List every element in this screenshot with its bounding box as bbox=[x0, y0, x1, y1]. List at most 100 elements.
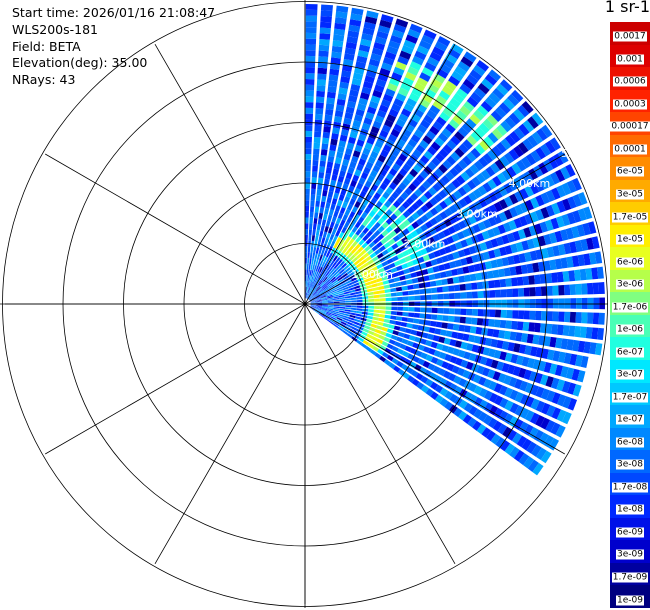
range-gate bbox=[318, 236, 323, 243]
range-gate bbox=[350, 297, 357, 301]
range-gate bbox=[400, 82, 412, 92]
range-gate bbox=[398, 113, 409, 123]
range-gate bbox=[494, 159, 505, 171]
range-gate bbox=[546, 285, 553, 296]
range-gate bbox=[581, 283, 588, 295]
range-gate bbox=[406, 323, 413, 329]
range-gate bbox=[434, 204, 443, 213]
range-gate bbox=[563, 242, 572, 255]
range-gate bbox=[417, 325, 425, 331]
range-gate bbox=[328, 150, 336, 157]
range-gate bbox=[530, 398, 540, 410]
range-gate bbox=[374, 115, 385, 124]
range-gate bbox=[503, 152, 515, 164]
range-gate bbox=[346, 269, 353, 275]
range-gate bbox=[315, 285, 320, 291]
range-gate bbox=[314, 293, 320, 298]
range-gate bbox=[561, 411, 572, 425]
range-gate bbox=[417, 124, 428, 134]
range-gate bbox=[529, 310, 536, 320]
range-gate bbox=[425, 294, 432, 300]
range-gate bbox=[311, 183, 317, 190]
range-gate bbox=[476, 423, 487, 435]
range-gate bbox=[342, 240, 348, 248]
range-gate bbox=[386, 258, 394, 265]
range-gate bbox=[371, 245, 379, 252]
range-gate bbox=[585, 326, 593, 339]
range-gate bbox=[348, 271, 355, 277]
range-gate bbox=[308, 234, 312, 241]
range-gate bbox=[524, 299, 530, 308]
range-gate bbox=[583, 206, 593, 220]
range-gate bbox=[453, 163, 464, 174]
range-gate bbox=[324, 172, 331, 180]
range-gate bbox=[391, 29, 405, 39]
range-gate bbox=[343, 327, 350, 333]
range-gate bbox=[343, 275, 350, 280]
range-gate bbox=[516, 435, 527, 448]
range-gate bbox=[419, 72, 431, 82]
range-gate bbox=[483, 390, 493, 401]
range-gate bbox=[331, 289, 337, 293]
range-gate bbox=[382, 322, 390, 328]
range-gate bbox=[402, 177, 411, 187]
range-gate bbox=[465, 283, 472, 291]
range-gate bbox=[458, 143, 469, 154]
range-gate bbox=[471, 282, 478, 290]
range-gate bbox=[316, 253, 321, 260]
range-gate bbox=[524, 185, 534, 197]
range-gate bbox=[503, 267, 511, 277]
range-gate bbox=[526, 441, 537, 454]
range-gate bbox=[420, 248, 428, 256]
range-gate bbox=[361, 242, 368, 249]
range-gate bbox=[356, 182, 364, 190]
range-gate bbox=[538, 360, 547, 372]
range-gate bbox=[388, 238, 396, 246]
range-gate bbox=[317, 218, 322, 225]
range-gate bbox=[305, 217, 309, 224]
range-gate bbox=[448, 204, 458, 214]
colorbar-step: 3e-09 bbox=[610, 540, 650, 563]
range-gate bbox=[398, 214, 407, 222]
range-gate bbox=[508, 376, 518, 388]
range-gate bbox=[476, 60, 490, 72]
range-gate bbox=[350, 312, 357, 316]
range-gate bbox=[563, 352, 572, 365]
range-gate bbox=[314, 294, 320, 298]
range-gate bbox=[494, 395, 504, 406]
range-gate bbox=[352, 150, 361, 158]
range-gate bbox=[428, 274, 436, 281]
range-gate bbox=[463, 195, 473, 205]
range-gate bbox=[449, 355, 458, 364]
range-gate bbox=[501, 234, 510, 245]
range-gate bbox=[334, 186, 341, 194]
range-gate bbox=[581, 312, 588, 324]
range-gate bbox=[332, 127, 340, 135]
range-gate bbox=[347, 252, 353, 259]
range-gate bbox=[354, 221, 362, 229]
range-gate bbox=[490, 238, 499, 248]
range-gate bbox=[477, 105, 489, 117]
range-gate bbox=[385, 269, 392, 275]
range-gate bbox=[510, 353, 519, 364]
range-gate bbox=[335, 230, 341, 237]
range-gate bbox=[342, 317, 349, 322]
range-gate bbox=[531, 444, 542, 457]
colorbar-label: 6e-09 bbox=[616, 527, 644, 538]
range-gate bbox=[417, 276, 425, 283]
range-gate bbox=[395, 286, 403, 292]
range-gate bbox=[460, 171, 471, 182]
range-gate bbox=[523, 424, 534, 436]
range-gate bbox=[329, 63, 341, 70]
colorbar-label: 1.7e-08 bbox=[611, 482, 649, 493]
range-gate bbox=[365, 255, 372, 262]
range-gate bbox=[370, 279, 377, 285]
range-gate bbox=[389, 319, 396, 325]
range-gate bbox=[414, 336, 422, 343]
range-gate bbox=[508, 112, 521, 125]
range-gate bbox=[432, 182, 442, 192]
range-gate bbox=[308, 287, 311, 294]
range-gate bbox=[440, 329, 447, 337]
range-gate bbox=[330, 138, 338, 146]
range-gate bbox=[414, 307, 421, 312]
